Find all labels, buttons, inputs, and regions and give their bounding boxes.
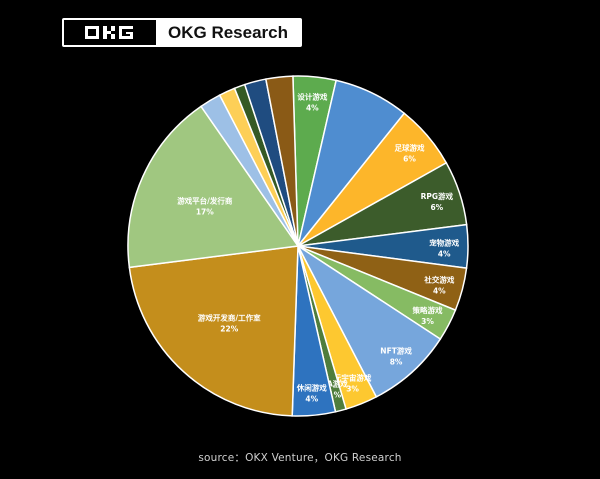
pie-slice <box>296 243 442 398</box>
slice-label-value: 3% <box>346 385 359 394</box>
slice-label: 休闲游戏 4% <box>296 383 327 404</box>
slice-label-name: 社交游戏 <box>423 274 454 284</box>
slice-label-value: 8% <box>390 357 403 366</box>
slice-label: 设计游戏 4% <box>297 92 327 113</box>
pie-slice <box>128 245 299 417</box>
slice-label-name: 宠物游戏 <box>429 237 459 247</box>
slice-label-name: RPG游戏 <box>421 191 454 201</box>
brand-banner: OKG Research <box>62 18 302 47</box>
slice-label: 元宇宙游戏 3% <box>334 373 372 394</box>
slice-label-value: 1% <box>328 390 341 399</box>
slice-label-value: 3% <box>421 317 434 326</box>
slice-label: 宠物游戏 4% <box>429 237 459 258</box>
slice-label: 游戏开发商/工作室 22% <box>198 312 261 333</box>
slice-label: 3A游戏 1% <box>322 378 349 399</box>
slice-label-value: 4% <box>433 286 446 295</box>
slice-label-value: 4% <box>306 104 319 113</box>
slice-label-name: 策略游戏 <box>412 305 442 315</box>
slice-label: RPG游戏 6% <box>421 191 454 212</box>
slice-label-value: 17% <box>196 208 214 217</box>
slice-label-name: NFT游戏 <box>380 345 412 355</box>
slice-label-name: 足球游戏 <box>395 142 425 152</box>
slice-label-name: 元宇宙游戏 <box>334 373 372 383</box>
source-note: source：OKX Venture，OKG Research <box>198 452 402 464</box>
okg-logo <box>64 20 156 45</box>
pie-slice <box>127 105 300 269</box>
slice-label-value: 6% <box>403 154 416 163</box>
slice-label-name: 游戏开发商/工作室 <box>198 312 261 322</box>
slice-label-name: 游戏平台/发行商 <box>177 196 233 206</box>
slice-label-name: 设计游戏 <box>297 92 327 102</box>
slice-label: 足球游戏 6% <box>395 142 425 163</box>
slice-label-name: 3A游戏 <box>322 378 349 388</box>
slice-label: 社交游戏 4% <box>423 274 454 295</box>
slice-label-value: 6% <box>430 203 443 212</box>
slice-label-name: 休闲游戏 <box>296 383 327 393</box>
slice-label: 策略游戏 3% <box>412 305 442 326</box>
slice-label: 游戏平台/发行商 17% <box>177 196 233 217</box>
pie-slice <box>264 75 299 247</box>
slice-label-value: 22% <box>220 324 238 333</box>
okg-logo-icon <box>64 20 156 45</box>
brand-name: OKG Research <box>168 22 288 42</box>
slice-label-value: 4% <box>438 249 451 258</box>
slice-label-value: 4% <box>305 395 318 404</box>
slice-label: NFT游戏 8% <box>380 345 412 366</box>
